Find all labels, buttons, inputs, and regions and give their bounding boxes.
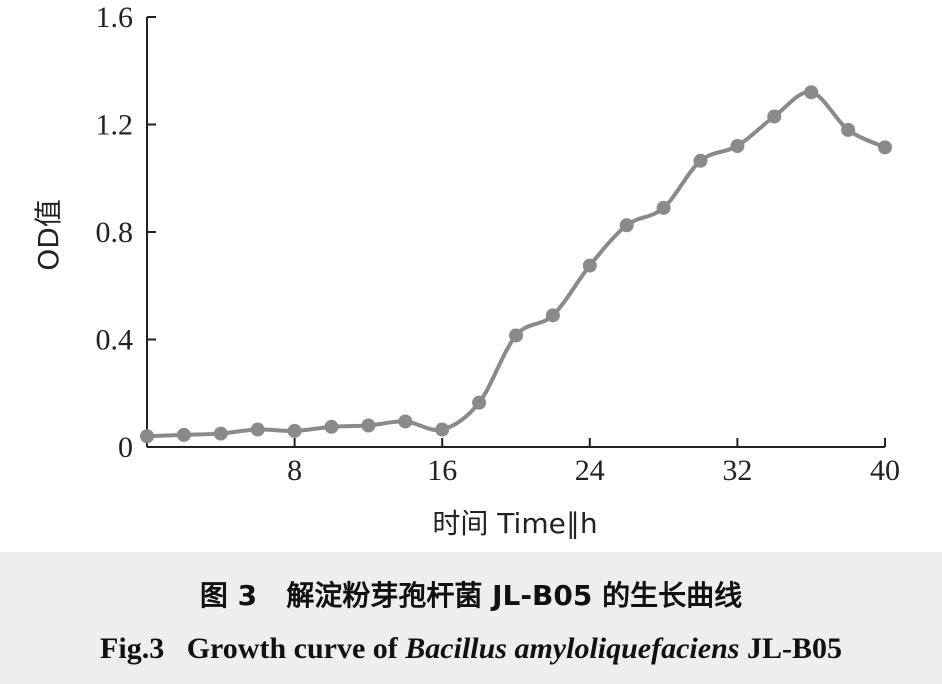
x-tick-label: 32	[722, 454, 752, 487]
y-tick-label: 1.6	[96, 1, 134, 34]
caption-english: Fig.3 Growth curve of Bacillus amyloliqu…	[0, 632, 942, 666]
x-tick-label: 40	[870, 454, 900, 487]
data-point	[213, 426, 228, 441]
data-point	[693, 153, 708, 168]
x-tick-label: 24	[575, 454, 605, 487]
data-point	[767, 109, 782, 124]
ticks	[147, 16, 886, 447]
growth-curve-chart: 0 0.4 0.8 1.2 1.6 8 16 24 32 40 OD值 时间 Time∥h	[32, 1, 901, 540]
data-points	[140, 85, 892, 444]
data-point	[287, 423, 302, 438]
data-point	[250, 422, 265, 437]
axes	[146, 17, 885, 448]
data-point	[509, 328, 523, 343]
data-point	[435, 422, 450, 437]
x-tick-label: 8	[287, 454, 302, 487]
caption-en-species: Bacillus amyloliquefaciens	[405, 632, 740, 665]
data-point	[619, 218, 634, 233]
data-point	[398, 414, 413, 429]
y-tick-label: 0	[118, 431, 133, 464]
data-point	[545, 308, 560, 323]
data-point	[582, 258, 597, 273]
data-point	[324, 419, 339, 434]
data-point	[804, 85, 819, 100]
y-tick-label: 1.2	[96, 109, 134, 142]
caption-cn-label: 图 3	[199, 579, 258, 612]
plot-panel	[0, 0, 942, 552]
data-point	[656, 200, 671, 215]
caption-cn-text: 解淀粉芽孢杆菌 JL-B05 的生长曲线	[286, 579, 743, 612]
data-point	[176, 427, 191, 442]
caption-en-prefix: Growth curve of	[186, 632, 406, 665]
x-axis-label: 时间 Time∥h	[432, 507, 597, 540]
caption-chinese: 图 3 解淀粉芽孢杆菌 JL-B05 的生长曲线	[0, 574, 942, 614]
caption-en-label: Fig.3	[100, 632, 165, 665]
tick-labels: 0 0.4 0.8 1.2 1.6 8 16 24 32 40	[96, 1, 901, 487]
data-point	[140, 429, 154, 444]
y-tick-label: 0.8	[96, 216, 134, 249]
data-point	[472, 395, 487, 410]
data-point	[878, 140, 892, 155]
data-point	[841, 122, 856, 137]
data-point	[361, 418, 376, 433]
y-axis-label: OD值	[32, 199, 65, 271]
y-tick-label: 0.4	[96, 324, 134, 357]
caption-en-suffix: JL-B05	[739, 632, 842, 665]
x-tick-label: 16	[427, 454, 457, 487]
series-line	[145, 90, 887, 439]
data-point	[730, 139, 745, 153]
caption-panel	[0, 552, 942, 684]
